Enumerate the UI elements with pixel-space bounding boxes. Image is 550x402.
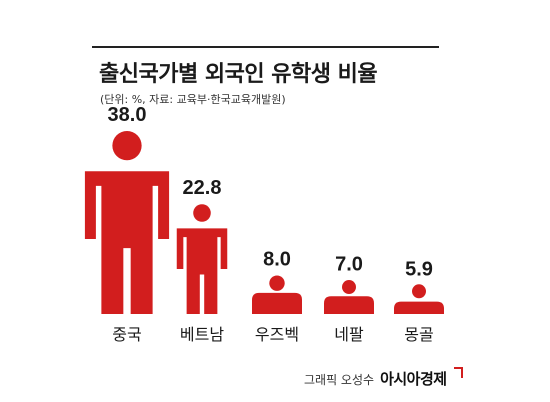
publisher-logo: 아시아경제 — [380, 370, 447, 388]
person-bar — [252, 275, 302, 314]
data-label: 8.0 — [263, 248, 291, 270]
category-label: 중국 — [112, 325, 141, 344]
data-label: 22.8 — [183, 177, 222, 199]
credit-line: 그래픽 오성수 아시아경제 — [304, 367, 463, 389]
chart-title: 출신국가별 외국인 유학생 비율 — [99, 62, 378, 87]
person-bar — [324, 280, 374, 314]
data-label: 38.0 — [108, 104, 147, 126]
person-bar — [176, 204, 228, 314]
title-rule — [92, 46, 439, 48]
category-label: 네팔 — [334, 325, 364, 344]
chart-subtitle: (단위: %, 자료: 교육부·한국교육개발원) — [100, 93, 286, 106]
publisher-mark-icon — [453, 367, 463, 378]
data-label: 5.9 — [405, 259, 433, 281]
category-label: 베트남 — [180, 325, 224, 344]
person-bar — [84, 131, 170, 314]
graphic-credit: 그래픽 오성수 — [304, 373, 375, 387]
data-label: 7.0 — [335, 253, 363, 275]
person-bar — [394, 284, 444, 314]
category-label: 몽골 — [404, 325, 433, 344]
category-label: 우즈벡 — [255, 325, 299, 344]
